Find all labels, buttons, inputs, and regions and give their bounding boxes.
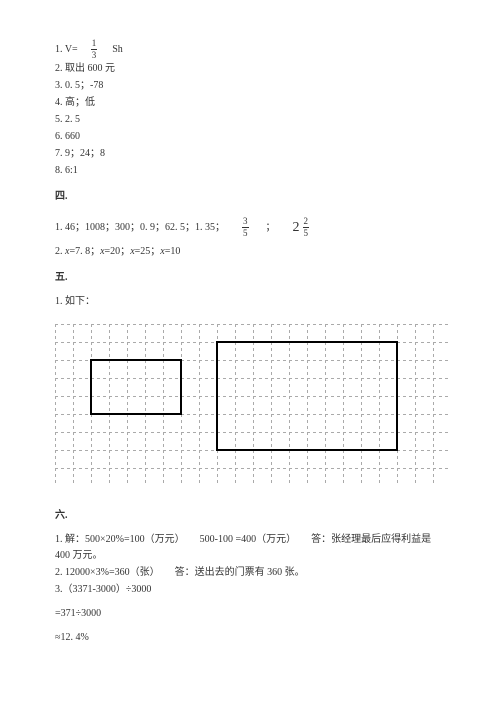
ans-2: 2. 取出 600 元 bbox=[55, 61, 445, 77]
sec6-line4: =371÷3000 bbox=[55, 606, 445, 622]
section-6-heading: 六. bbox=[55, 508, 445, 524]
section-4-heading: 四. bbox=[55, 189, 445, 205]
fraction-icon: 1 3 bbox=[91, 39, 98, 60]
sec4-line1-a: 1. 46；1008；300；0. 9；62. 5；1. 35； bbox=[55, 222, 225, 233]
grid-diagram bbox=[55, 324, 445, 486]
fraction-icon: 3 5 bbox=[242, 217, 249, 238]
frac-den: 5 bbox=[242, 227, 249, 238]
ans-5: 5. 2. 5 bbox=[55, 112, 445, 128]
frac-num: 3 bbox=[242, 217, 249, 227]
page: 1. V= 1 3 Sh 2. 取出 600 元 3. 0. 5；-78 4. … bbox=[0, 0, 500, 677]
section-5-heading: 五. bbox=[55, 270, 445, 286]
ans-1-prefix: 1. V= bbox=[55, 44, 78, 55]
ans-7: 7. 9；24；8 bbox=[55, 146, 445, 162]
frac-num: 2 bbox=[303, 217, 310, 227]
mixed-number-int: 2 bbox=[293, 221, 300, 235]
ans-4: 4. 高；低 bbox=[55, 95, 445, 111]
grid-svg bbox=[55, 324, 451, 486]
ans-3: 3. 0. 5；-78 bbox=[55, 78, 445, 94]
ans-8: 8. 6:1 bbox=[55, 163, 445, 179]
sec5-line1: 1. 如下： bbox=[55, 294, 445, 310]
sec4-line1-b: ； bbox=[266, 222, 276, 233]
frac-num: 1 bbox=[91, 39, 98, 49]
ans-6: 6. 660 bbox=[55, 129, 445, 145]
sec6-line3: 3.（3371-3000）÷3000 bbox=[55, 582, 445, 598]
ans-1: 1. V= 1 3 Sh bbox=[55, 39, 445, 60]
fraction-icon: 2 5 bbox=[303, 217, 310, 238]
ans-1-suffix: Sh bbox=[112, 44, 123, 55]
sec6-line1: 1. 解：500×20%=100（万元） 500-100 =400（万元） 答：… bbox=[55, 532, 445, 564]
frac-den: 5 bbox=[303, 227, 310, 238]
sec4-line2: 2. x=7. 8；x=20；x=25；x=10 bbox=[55, 244, 445, 260]
sec6-line2: 2. 12000×3%=360（张） 答：送出去的门票有 360 张。 bbox=[55, 565, 445, 581]
sec6-line5: ≈12. 4% bbox=[55, 630, 445, 646]
frac-den: 3 bbox=[91, 49, 98, 60]
sec4-line1: 1. 46；1008；300；0. 9；62. 5；1. 35； 3 5 ； 2… bbox=[55, 217, 445, 238]
sec4-line2-text: 2. x=7. 8；x=20；x=25；x=10 bbox=[55, 246, 180, 257]
